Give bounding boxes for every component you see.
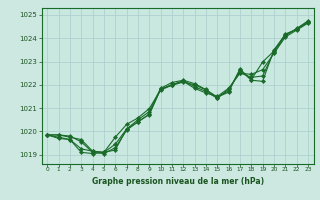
- X-axis label: Graphe pression niveau de la mer (hPa): Graphe pression niveau de la mer (hPa): [92, 177, 264, 186]
